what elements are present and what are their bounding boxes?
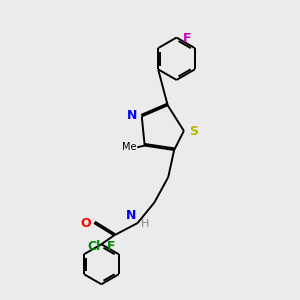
Text: F: F <box>183 32 191 45</box>
Text: N: N <box>126 209 136 222</box>
Text: O: O <box>80 217 91 230</box>
Text: N: N <box>127 109 137 122</box>
Text: Me: Me <box>122 142 137 152</box>
Text: S: S <box>189 125 198 138</box>
Text: Cl: Cl <box>87 240 100 253</box>
Text: F: F <box>107 240 116 253</box>
Text: H: H <box>141 219 149 229</box>
